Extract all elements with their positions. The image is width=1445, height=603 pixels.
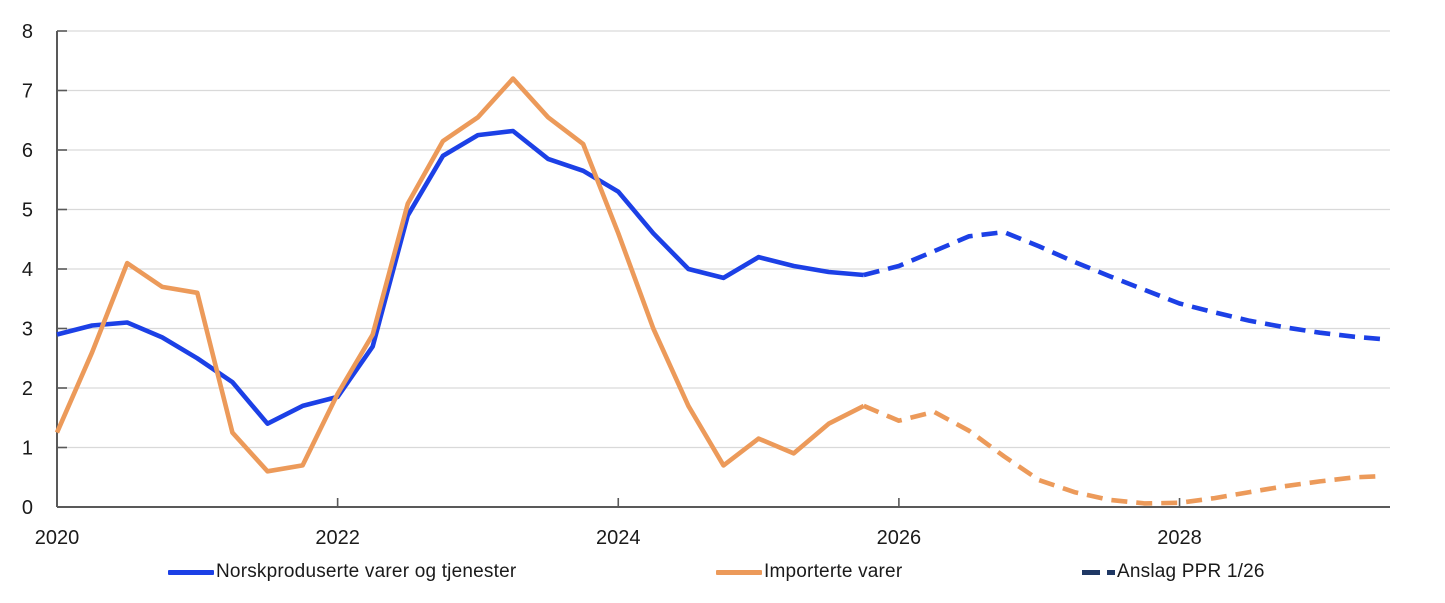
series-lines: [54, 76, 1384, 506]
series-path-3: [862, 403, 1384, 506]
legend-label-importerte: Importerte varer: [764, 561, 903, 582]
legend-line-swatch-blue: [168, 569, 214, 575]
legend-label-anslag: Anslag PPR 1/26: [1117, 561, 1265, 582]
series-path-1: [863, 229, 1384, 342]
y-tick-label: 7: [22, 81, 33, 103]
gridlines: [57, 30, 1390, 449]
axis-tick-labels: 0 1 2 3 4 5 6 7 8 2020 2022 2024 2026 2028: [22, 21, 1202, 549]
legend-label-norskproduserte: Norskproduserte varer og tjenester: [216, 561, 517, 582]
y-tick-label: 4: [22, 259, 33, 281]
x-tick-label: 2022: [315, 527, 360, 549]
legend: Norskproduserte varer og tjenester Impor…: [0, 557, 1445, 591]
x-tick-label: 2024: [596, 527, 641, 549]
legend-dashed-swatch-navy: [1082, 569, 1115, 575]
y-tick-label: 3: [22, 319, 33, 341]
x-tick-label: 2028: [1157, 527, 1202, 549]
x-tick-label: 2026: [877, 527, 922, 549]
legend-item-norskproduserte: Norskproduserte varer og tjenester: [168, 557, 516, 587]
x-tick-label: 2020: [35, 527, 80, 549]
y-tick-label: 8: [22, 21, 33, 43]
chart-canvas: 0 1 2 3 4 5 6 7 8 2020 2022 2024 2026 2028: [22, 21, 1390, 549]
y-tick-label: 2: [22, 378, 33, 400]
y-tick-label: 5: [22, 200, 33, 222]
series-path-0: [56, 128, 864, 426]
legend-line-swatch-orange: [716, 569, 762, 575]
y-tick-label: 6: [22, 140, 33, 162]
legend-item-anslag: Anslag PPR 1/26: [1082, 557, 1265, 587]
series-path-2: [54, 76, 865, 474]
y-tick-label: 0: [22, 497, 33, 519]
dash-segment: [1107, 569, 1115, 575]
dash-segment: [1082, 569, 1100, 575]
legend-item-importerte: Importerte varer: [716, 557, 902, 587]
y-tick-label: 1: [22, 438, 33, 460]
